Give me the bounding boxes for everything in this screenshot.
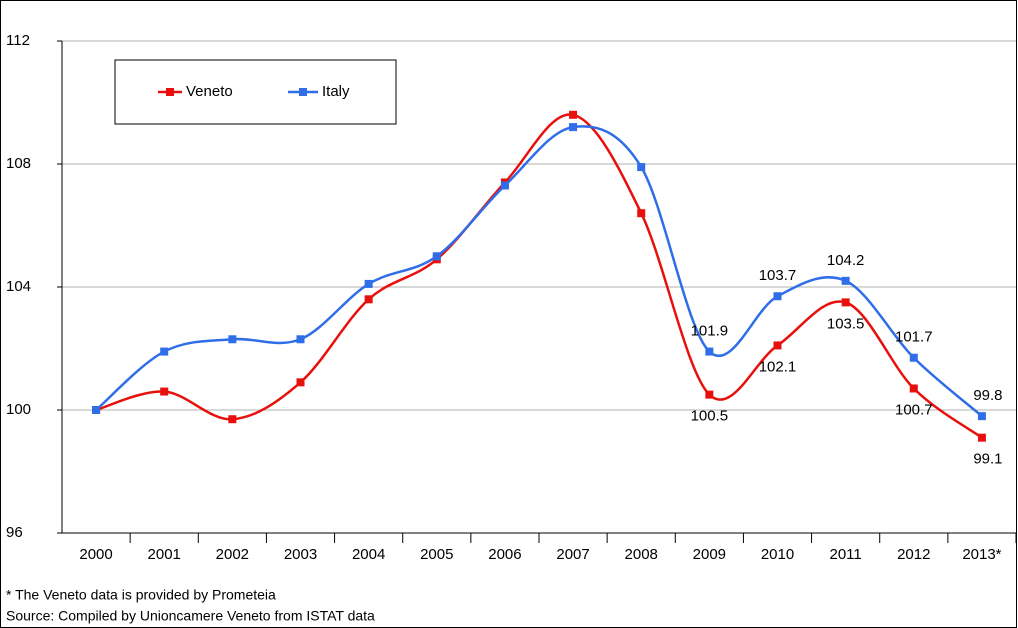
y-tick-label: 108 [6, 155, 31, 172]
x-tick-label: 2000 [79, 546, 112, 563]
point [977, 433, 986, 442]
series-line [95, 113, 983, 439]
point [705, 390, 714, 399]
x-tick-label: 2007 [556, 546, 589, 563]
series-line [95, 125, 983, 418]
point [977, 412, 986, 421]
point [500, 181, 509, 190]
data-label: 100.5 [691, 408, 729, 425]
legend-box [114, 59, 397, 125]
point [569, 110, 578, 119]
x-tick-label: 2005 [420, 546, 453, 563]
point [569, 123, 578, 132]
data-label: 102.1 [759, 358, 797, 375]
point [705, 347, 714, 356]
data-label: 100.7 [895, 401, 933, 418]
y-tick-label: 100 [6, 401, 31, 418]
legend-label: Veneto [186, 83, 233, 100]
data-label: 104.2 [827, 252, 865, 269]
x-tick-label: 2001 [148, 546, 181, 563]
point [364, 279, 373, 288]
legend-label: Italy [322, 83, 350, 100]
data-label: 103.5 [827, 315, 865, 332]
x-tick-label: 2013* [962, 546, 1001, 563]
point [296, 378, 305, 387]
x-tick-label: 2006 [488, 546, 521, 563]
data-label: 101.7 [895, 329, 933, 346]
legend-marker [166, 88, 174, 96]
point [160, 347, 169, 356]
point [773, 292, 782, 301]
x-tick-label: 2003 [284, 546, 317, 563]
point [841, 276, 850, 285]
point [773, 341, 782, 350]
x-tick-label: 2012 [897, 546, 930, 563]
y-tick-label: 96 [6, 524, 23, 541]
data-label: 99.1 [973, 451, 1002, 468]
x-tick-label: 2011 [830, 546, 862, 563]
x-tick-label: 2009 [693, 546, 726, 563]
point [637, 163, 646, 172]
x-tick-label: 2004 [352, 546, 385, 563]
data-label: 103.7 [759, 267, 797, 284]
point [160, 387, 169, 396]
point [841, 298, 850, 307]
point [909, 353, 918, 362]
data-label: 99.8 [973, 387, 1002, 404]
point [637, 209, 646, 218]
point [92, 406, 101, 414]
y-tick-label: 104 [6, 278, 31, 295]
point [909, 384, 918, 393]
data-label: 101.9 [691, 323, 729, 340]
legend-marker [299, 88, 307, 96]
point [432, 252, 441, 261]
x-tick-label: 2008 [625, 546, 658, 563]
footnote: * The Veneto data is provided by Promete… [6, 587, 276, 603]
point [364, 295, 373, 304]
y-tick-label: 112 [6, 32, 30, 49]
point [296, 335, 305, 344]
x-tick-label: 2010 [761, 546, 794, 563]
source-note: Source: Compiled by Unioncamere Veneto f… [6, 608, 375, 624]
point [228, 335, 237, 344]
point [228, 415, 237, 424]
x-tick-label: 2002 [216, 546, 249, 563]
